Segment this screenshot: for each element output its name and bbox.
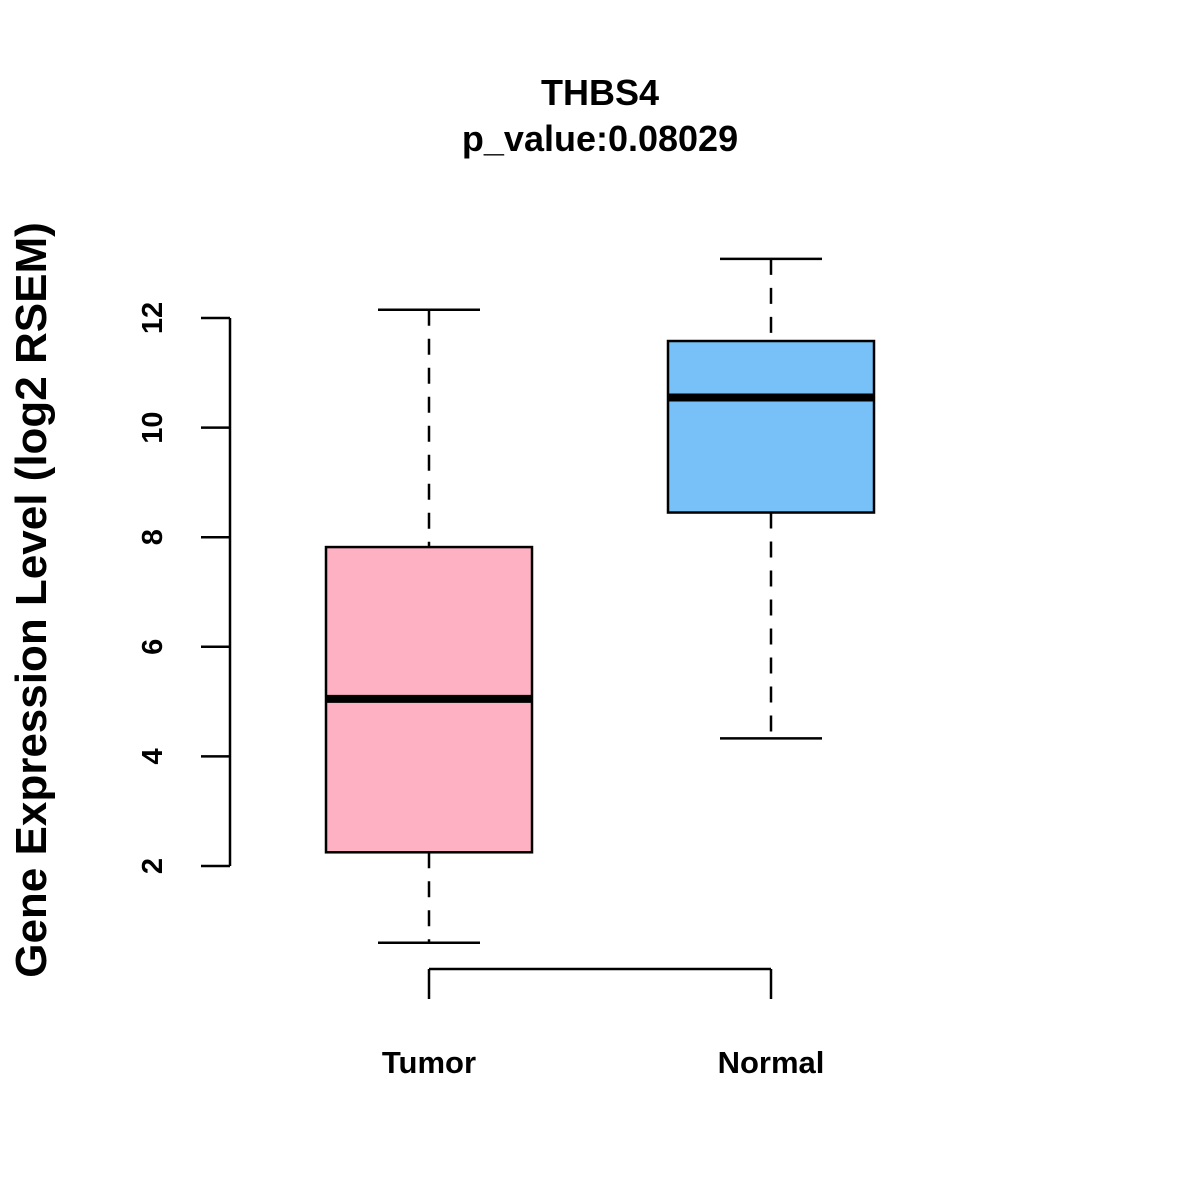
y-tick-label: 4	[137, 748, 169, 764]
x-tick-label-normal: Normal	[718, 1045, 825, 1080]
y-tick-label: 12	[137, 302, 169, 334]
chart-subtitle: p_value:0.08029	[462, 118, 738, 159]
y-tick-label: 8	[137, 529, 169, 545]
y-axis-label: Gene Expression Level (log2 RSEM)	[7, 222, 56, 978]
y-tick-label: 6	[137, 639, 169, 655]
box-tumor	[324, 308, 534, 944]
box-normal	[666, 257, 876, 740]
y-axis: 2 4 6 8 10 12	[137, 302, 232, 874]
box-group	[324, 257, 876, 944]
x-axis: Tumor Normal	[382, 967, 825, 1080]
x-tick-label-tumor: Tumor	[382, 1045, 476, 1080]
y-tick-label: 2	[137, 858, 169, 874]
iqr-box	[666, 339, 876, 514]
chart-title: THBS4	[541, 72, 659, 113]
y-tick-label: 10	[137, 411, 169, 443]
